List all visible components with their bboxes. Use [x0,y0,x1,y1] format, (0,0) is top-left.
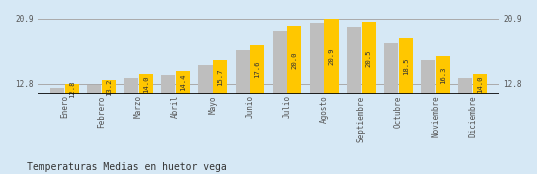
Bar [361,22,376,94]
Bar [421,60,436,94]
Text: 18.5: 18.5 [403,57,409,75]
Bar [124,78,139,94]
Bar [101,80,116,94]
Bar [139,74,153,94]
Bar [161,75,176,94]
Bar [384,42,398,94]
Text: 20.0: 20.0 [292,51,297,69]
Bar [87,85,101,94]
Bar [458,78,473,94]
Bar [436,56,450,94]
Bar [199,65,213,94]
Text: 13.2: 13.2 [106,78,112,96]
Bar [310,23,324,94]
Bar [64,84,79,94]
Bar [398,38,413,94]
Text: 20.9: 20.9 [329,48,335,65]
Text: 20.5: 20.5 [366,49,372,67]
Bar [347,27,361,94]
Text: 14.0: 14.0 [143,75,149,93]
Bar [176,71,190,94]
Text: Temperaturas Medias en huetor vega: Temperaturas Medias en huetor vega [27,162,227,172]
Bar [287,26,301,94]
Text: 17.6: 17.6 [255,61,260,78]
Bar [473,74,487,94]
Bar [324,19,338,94]
Text: 14.0: 14.0 [477,75,483,93]
Text: 12.8: 12.8 [69,80,75,97]
Text: 15.7: 15.7 [217,68,223,86]
Text: 16.3: 16.3 [440,66,446,84]
Bar [273,31,287,94]
Text: 14.4: 14.4 [180,74,186,91]
Bar [50,88,64,94]
Bar [250,45,264,94]
Bar [213,60,227,94]
Bar [236,50,250,94]
